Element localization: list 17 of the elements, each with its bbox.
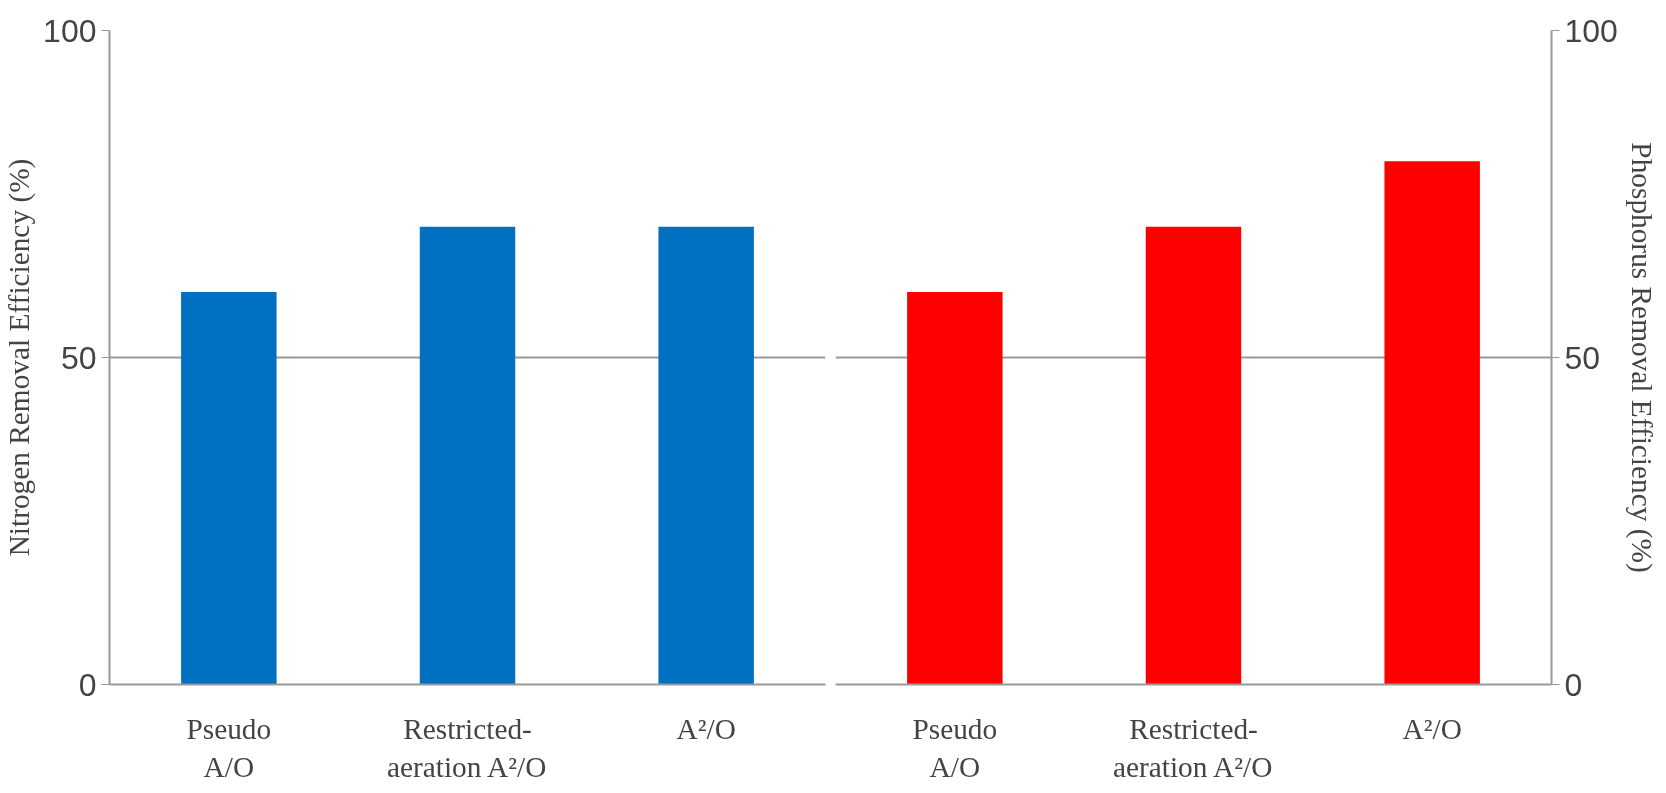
bar	[1145, 226, 1242, 685]
y-tick-label: 100	[43, 12, 97, 49]
y-tick-label: 50	[60, 339, 97, 376]
y-tick-label: 0	[78, 666, 97, 703]
y-axis-title: Nitrogen Removal Efficiency (%)	[3, 158, 37, 557]
bar	[1384, 161, 1480, 685]
x-tick-label: Pseudo A/O	[186, 712, 272, 783]
y2-tick-label: 50	[1564, 339, 1601, 376]
x-tick-label: A²/O	[676, 712, 736, 745]
y2-tick-label: 0	[1564, 666, 1583, 703]
x-tick-label: Pseudo A/O	[912, 712, 998, 783]
y2-tick-label: 100	[1564, 12, 1618, 49]
bar	[907, 292, 1003, 685]
x-tick-label: Restricted- aeration A²/O	[386, 712, 547, 783]
x-tick-label: A²/O	[1402, 712, 1462, 745]
x-tick-label: Restricted- aeration A²/O	[1112, 712, 1273, 783]
y2-axis-title: Phosphorus Removal Efficiency (%)	[1624, 142, 1658, 573]
